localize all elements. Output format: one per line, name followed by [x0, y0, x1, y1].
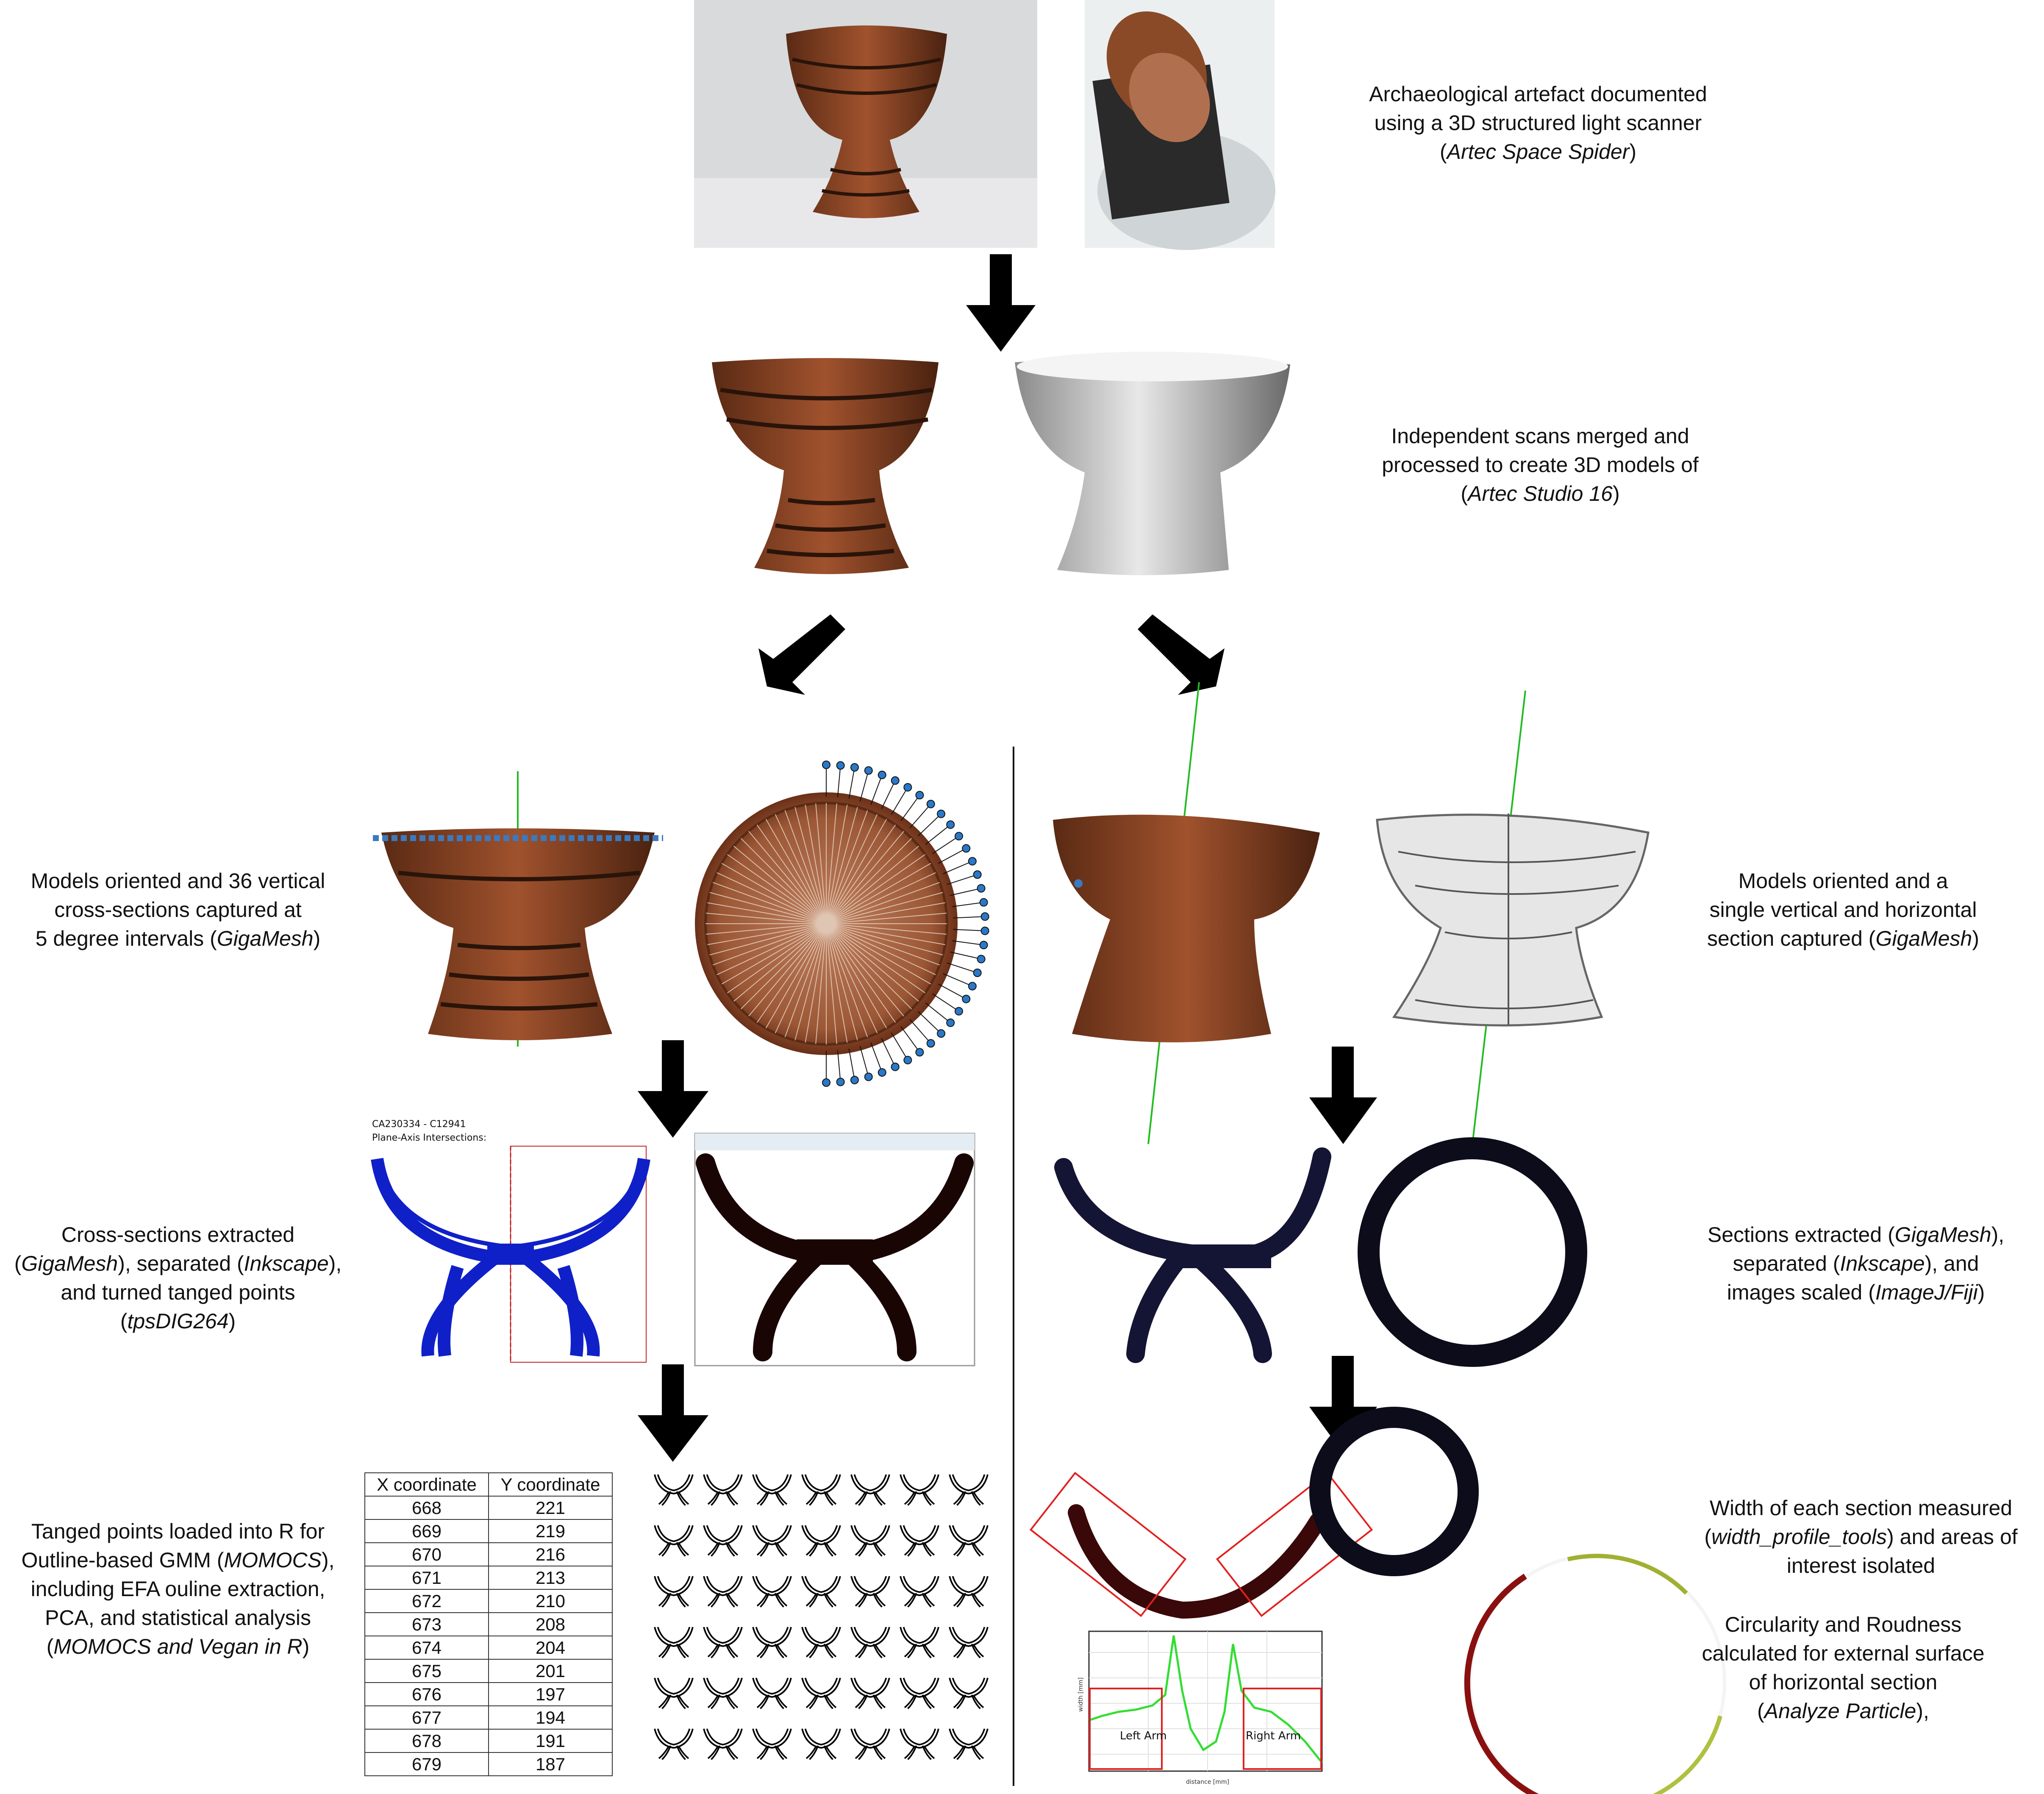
y-coordinate-cell: 221	[488, 1496, 613, 1520]
table-header-y: Y coordinate	[488, 1472, 613, 1497]
transparent-model	[1376, 690, 1650, 1144]
table-row: 676 197	[364, 1682, 613, 1706]
coordinate-table: X coordinate Y coordinate 668 221 669 219 67…	[364, 1472, 613, 1776]
oriented-model-single-section	[1053, 682, 1320, 1144]
caption-right-orient: Models oriented and a single vertical an…	[1707, 869, 1979, 950]
table-row: 669 219	[364, 1519, 613, 1543]
y-coordinate-cell: 210	[488, 1589, 613, 1613]
caption-left-orient: Models oriented and 36 vertical cross-se…	[31, 869, 325, 950]
x-coordinate-cell: 679	[364, 1752, 489, 1776]
width-profile-plot: Left Arm Right Arm width [mm] distance […	[1078, 1630, 1323, 1786]
arrow-down-left-2	[638, 1040, 708, 1138]
tpsdig-screenshot	[694, 1133, 975, 1366]
table-row: 670 216	[364, 1542, 613, 1566]
screenshot-subtitle: Plane-Axis Intersections:	[372, 1133, 486, 1143]
width-analysis-section	[1029, 1472, 1373, 1619]
y-coordinate-cell: 197	[488, 1682, 613, 1706]
table-row: 675 201	[364, 1659, 613, 1683]
x-coordinate-cell: 675	[364, 1659, 489, 1683]
y-coordinate-cell: 213	[488, 1566, 613, 1590]
artefact-photo	[694, 0, 1037, 248]
y-coordinate-cell: 204	[488, 1636, 613, 1660]
x-coordinate-cell: 669	[364, 1519, 489, 1543]
left-arm-label: Left Arm	[1120, 1730, 1167, 1742]
y-coordinate-cell: 191	[488, 1729, 613, 1753]
x-coordinate-cell: 677	[364, 1705, 489, 1730]
x-coordinate-cell: 671	[364, 1566, 489, 1590]
arrow-down-right-2	[1309, 1047, 1377, 1144]
horizontal-section-ring	[1358, 1137, 1587, 1367]
table-row: 677 194	[364, 1705, 613, 1730]
arrow-diag-left	[758, 614, 845, 695]
x-coordinate-cell: 674	[364, 1636, 489, 1660]
caption-right-extract: Sections extracted (GigaMesh), separated…	[1707, 1223, 2005, 1304]
table-header-x: X coordinate	[364, 1472, 489, 1497]
x-coordinate-cell: 668	[364, 1496, 489, 1520]
arrow-down-1	[966, 254, 1036, 352]
caption-left-gmm: Tanged points loaded into R for Outline-…	[21, 1519, 335, 1658]
caption-right-circ: Circularity and Roudness calculated for …	[1702, 1613, 1985, 1723]
table-row: 671 213	[364, 1566, 613, 1590]
caption-merge: Independent scans merged and processed t…	[1382, 424, 1699, 505]
single-vertical-section	[1054, 1147, 1331, 1363]
y-coordinate-cell: 208	[488, 1612, 613, 1636]
oriented-model-side	[373, 771, 663, 1047]
x-coordinate-cell: 673	[364, 1612, 489, 1636]
arrow-diag-right	[1138, 614, 1225, 695]
scanner-photo	[1085, 0, 1275, 250]
circularity-ring	[1464, 1553, 1726, 1794]
y-coordinate-cell: 194	[488, 1705, 613, 1730]
oriented-model-top	[695, 761, 989, 1087]
table-row: 678 191	[364, 1729, 613, 1753]
horizontal-section-ring-2	[1309, 1407, 1479, 1576]
arrow-down-left-3	[638, 1364, 708, 1462]
section-outline-grid	[654, 1474, 989, 1761]
x-coordinate-cell: 672	[364, 1589, 489, 1613]
screenshot-id: CA230334 - C12941	[372, 1119, 466, 1130]
plot-ylabel: width [mm]	[1078, 1677, 1084, 1712]
mesh-3d-model	[1015, 352, 1290, 575]
gigamesh-section-screenshot: CA230334 - C12941 Plane-Axis Intersectio…	[371, 1119, 650, 1363]
y-coordinate-cell: 201	[488, 1659, 613, 1683]
caption-left-extract: Cross-sections extracted (GigaMesh), sep…	[14, 1223, 342, 1333]
table-row: 674 204	[364, 1636, 613, 1660]
x-coordinate-cell: 670	[364, 1542, 489, 1566]
caption-scan: Archaeological artefact documented using…	[1369, 82, 1707, 164]
y-coordinate-cell: 219	[488, 1519, 613, 1543]
plot-xlabel: distance [mm]	[1186, 1779, 1229, 1786]
right-arm-label: Right Arm	[1246, 1730, 1301, 1742]
table-row: 672 210	[364, 1589, 613, 1613]
y-coordinate-cell: 187	[488, 1752, 613, 1776]
y-coordinate-cell: 216	[488, 1542, 613, 1566]
table-row: 679 187	[364, 1752, 613, 1776]
x-coordinate-cell: 676	[364, 1682, 489, 1706]
caption-right-width: Width of each section measured (width_pr…	[1704, 1496, 2018, 1577]
textured-3d-model	[712, 358, 939, 574]
table-row: 668 221	[364, 1496, 613, 1520]
table-row: 673 208	[364, 1612, 613, 1636]
x-coordinate-cell: 678	[364, 1729, 489, 1753]
